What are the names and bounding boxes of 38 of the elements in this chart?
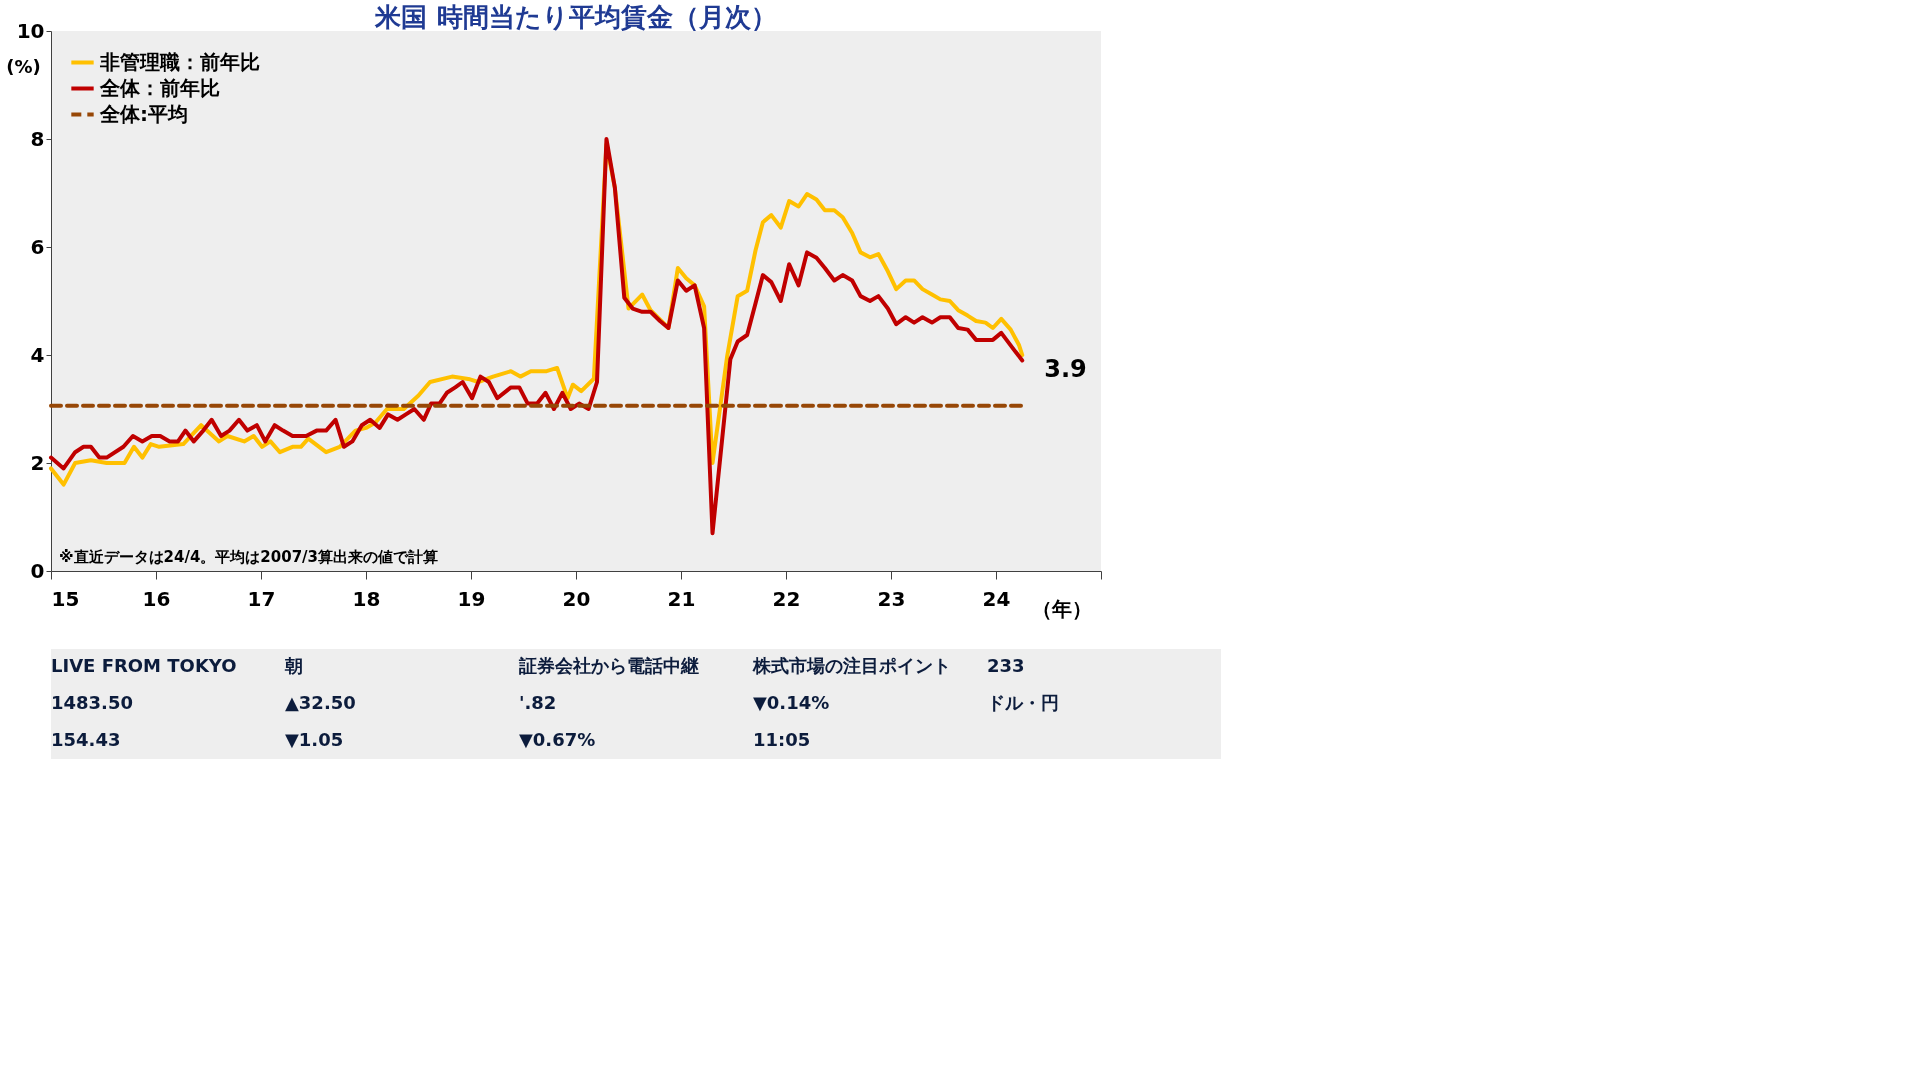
- text: ▼0.67%: [519, 728, 596, 750]
- text: 233: [987, 655, 1025, 677]
- x-axis-title: （年）: [1031, 596, 1092, 621]
- chart-title: 米国 時間当たり平均賃金（月次）: [374, 2, 777, 32]
- x-tick-label: 16: [142, 586, 171, 611]
- text: 朝: [284, 655, 303, 677]
- y-axis-title: (%): [6, 55, 41, 77]
- text: ドル・円: [987, 692, 1059, 713]
- y-tick-label: 6: [30, 234, 45, 259]
- x-tick-label: 21: [667, 586, 696, 611]
- text: 11:05: [753, 728, 811, 750]
- y-tick-label: 10: [16, 18, 45, 43]
- y-tick-label: 8: [30, 126, 45, 151]
- text: LIVE FROM TOKYO: [51, 655, 237, 677]
- y-tick-label: 4: [30, 342, 45, 367]
- text: 154.43: [51, 728, 121, 750]
- x-tick-label: 23: [877, 586, 906, 611]
- y-tick-label: 0: [30, 558, 45, 583]
- legend-label: 全体:平均: [99, 101, 188, 126]
- text: 証券会社から電話中継: [518, 655, 699, 677]
- x-tick-label: 19: [457, 586, 486, 611]
- x-tick-label: 17: [247, 586, 276, 611]
- text: '.82: [519, 692, 557, 713]
- x-tick-label: 15: [51, 586, 80, 611]
- annotation: ※直近データは24/4。平均は2007/3算出来の値で計算: [59, 548, 439, 566]
- legend-label: 全体：前年比: [99, 75, 220, 100]
- annotation: 3.9: [1044, 355, 1087, 384]
- text: ▼0.14%: [753, 692, 830, 713]
- x-tick-label: 20: [562, 586, 591, 611]
- x-tick-label: 18: [352, 586, 381, 611]
- text: ▼1.05: [285, 728, 344, 750]
- text: 1483.50: [51, 692, 133, 713]
- x-tick-label: 22: [772, 586, 801, 611]
- x-tick-label: 24: [982, 586, 1011, 611]
- legend-label: 非管理職：前年比: [99, 49, 260, 74]
- y-tick-label: 2: [30, 450, 45, 475]
- text: 株式市場の注目ポイント: [752, 655, 951, 677]
- text: ▲32.50: [285, 692, 356, 713]
